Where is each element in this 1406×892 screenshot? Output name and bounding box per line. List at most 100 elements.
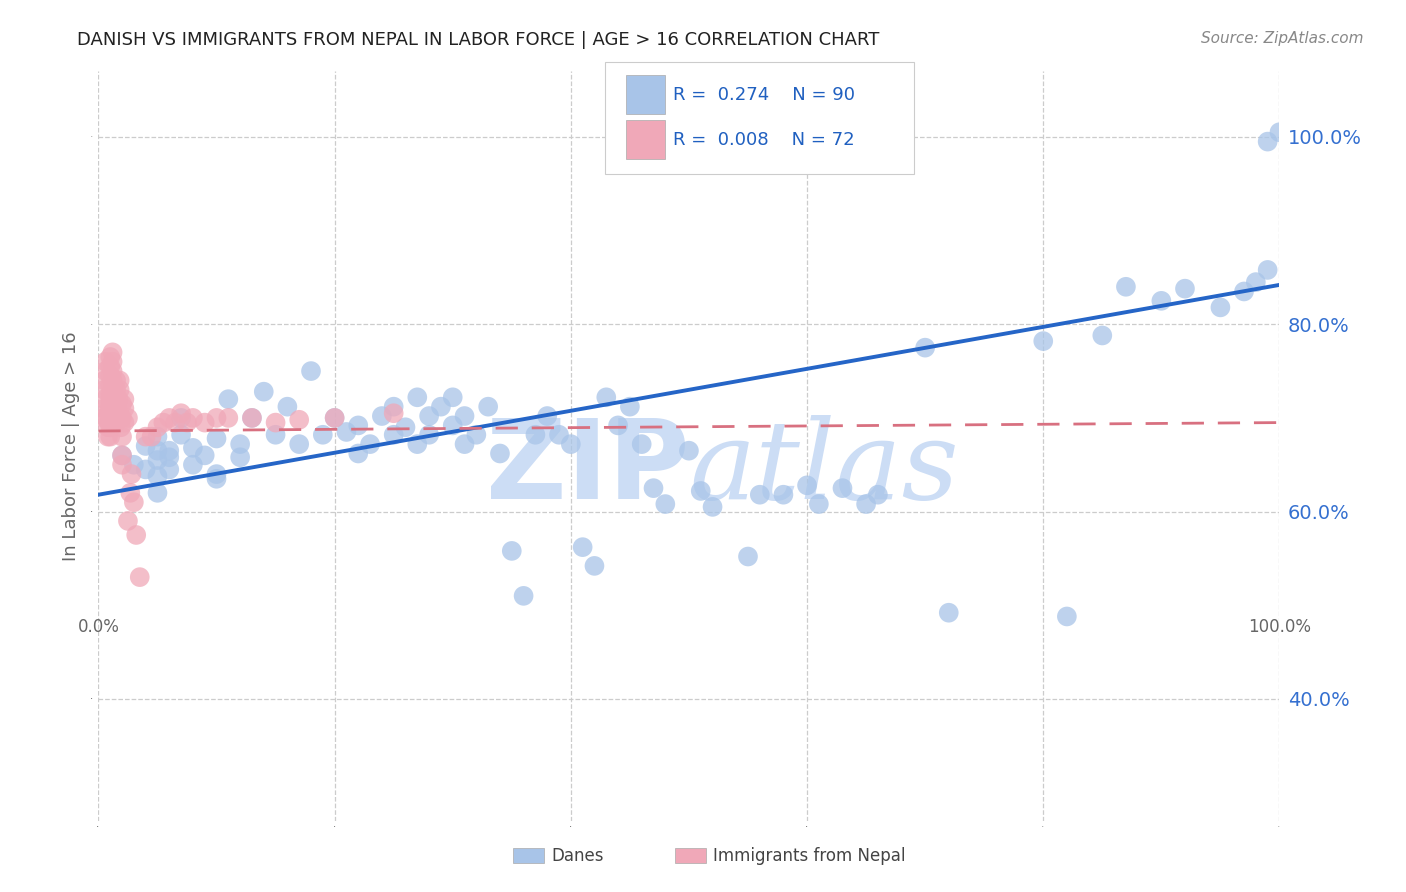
Point: [1056, 609, 1078, 624]
Point: [98, 368, 121, 383]
Point: [98, 411, 121, 425]
Point: [120, 486, 142, 500]
Point: [108, 374, 131, 388]
Point: [323, 411, 346, 425]
Point: [93, 374, 115, 388]
Point: [938, 606, 960, 620]
Point: [110, 411, 132, 425]
Point: [371, 409, 394, 423]
Point: [146, 430, 169, 444]
Point: [98, 387, 121, 401]
Point: [157, 450, 180, 465]
Point: [105, 374, 128, 388]
Point: [135, 430, 157, 444]
Point: [97, 420, 120, 434]
Text: atlas: atlas: [689, 415, 959, 522]
Point: [181, 411, 204, 425]
Point: [1209, 301, 1232, 315]
Point: [807, 497, 830, 511]
Point: [98, 392, 121, 407]
Point: [737, 549, 759, 564]
Point: [135, 462, 157, 476]
Point: [253, 384, 276, 399]
Point: [453, 437, 475, 451]
Point: [264, 427, 287, 442]
Point: [105, 416, 128, 430]
Point: [98, 350, 121, 364]
Text: 0.0%: 0.0%: [77, 618, 120, 636]
Point: [264, 416, 287, 430]
Point: [406, 437, 429, 451]
Text: ZIP: ZIP: [485, 415, 689, 522]
Point: [194, 416, 217, 430]
Point: [831, 481, 853, 495]
Point: [170, 427, 193, 442]
Point: [276, 400, 298, 414]
Point: [107, 392, 129, 407]
Point: [141, 430, 163, 444]
Point: [489, 446, 512, 460]
Point: [1174, 282, 1197, 296]
Point: [619, 400, 641, 414]
Point: [146, 420, 169, 434]
Point: [205, 467, 228, 482]
Point: [1233, 285, 1256, 299]
Point: [181, 441, 204, 455]
Point: [914, 341, 936, 355]
Point: [630, 437, 652, 451]
Point: [205, 432, 228, 446]
Point: [536, 409, 558, 423]
Point: [240, 411, 263, 425]
Point: [125, 528, 148, 542]
Point: [101, 345, 124, 359]
Point: [430, 400, 453, 414]
Point: [229, 437, 252, 451]
Text: Immigrants from Nepal: Immigrants from Nepal: [713, 847, 905, 865]
Text: 100.0%: 100.0%: [1249, 618, 1310, 636]
Point: [583, 558, 606, 573]
Point: [299, 364, 322, 378]
Point: [98, 430, 121, 444]
Point: [128, 570, 150, 584]
Point: [418, 409, 440, 423]
Point: [98, 359, 121, 374]
Point: [678, 443, 700, 458]
Point: [453, 409, 475, 423]
Point: [96, 411, 118, 425]
Point: [689, 483, 711, 498]
Point: [176, 416, 198, 430]
Point: [98, 420, 121, 434]
Point: [117, 514, 139, 528]
Point: [146, 486, 169, 500]
Point: [205, 411, 228, 425]
Point: [194, 449, 217, 463]
Point: [101, 374, 124, 388]
Point: [170, 411, 193, 425]
Point: [335, 425, 357, 439]
Point: [1150, 293, 1173, 308]
Point: [1257, 263, 1279, 277]
Point: [288, 437, 311, 451]
Point: [607, 418, 630, 433]
Point: [157, 411, 180, 425]
Point: [418, 427, 440, 442]
Point: [117, 411, 139, 425]
Text: R =  0.274    N = 90: R = 0.274 N = 90: [673, 86, 855, 103]
Point: [93, 383, 115, 397]
Point: [111, 411, 134, 425]
Point: [323, 411, 346, 425]
Point: [98, 378, 121, 392]
Text: DANISH VS IMMIGRANTS FROM NEPAL IN LABOR FORCE | AGE > 16 CORRELATION CHART: DANISH VS IMMIGRANTS FROM NEPAL IN LABOR…: [77, 31, 880, 49]
Point: [217, 411, 239, 425]
Point: [112, 392, 135, 407]
Point: [748, 488, 770, 502]
Point: [1268, 125, 1291, 139]
Point: [702, 500, 724, 514]
Point: [101, 364, 124, 378]
Point: [394, 420, 416, 434]
Point: [152, 416, 174, 430]
Point: [111, 397, 134, 411]
Point: [240, 411, 263, 425]
Point: [477, 400, 499, 414]
Point: [146, 443, 169, 458]
